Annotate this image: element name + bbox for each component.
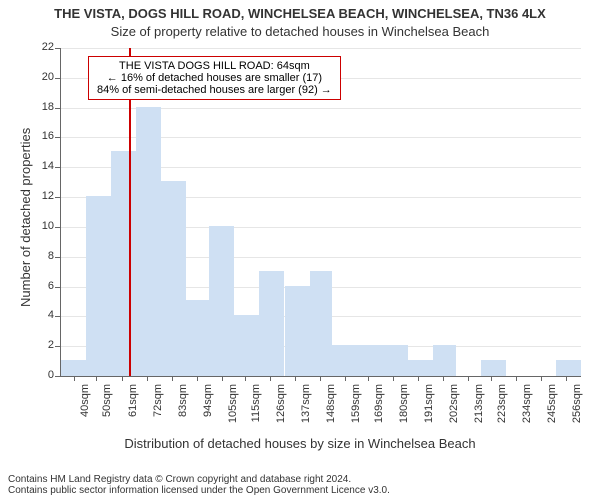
xtick-mark [516,376,517,381]
chart-title-line1: THE VISTA, DOGS HILL ROAD, WINCHELSEA BE… [0,6,600,21]
xtick-mark [393,376,394,381]
xtick-label: 94sqm [202,384,214,439]
ytick-label: 14 [26,160,54,172]
histogram-bar [259,271,284,376]
ytick-mark [55,167,60,168]
xtick-mark [270,376,271,381]
histogram-bar [481,360,506,376]
histogram-bar [332,345,357,376]
ytick-label: 12 [26,190,54,202]
annotation-line1: THE VISTA DOGS HILL ROAD: 64sqm [97,60,332,72]
ytick-label: 6 [26,280,54,292]
ytick-mark [55,227,60,228]
ytick-label: 4 [26,309,54,321]
gridline [61,48,581,49]
xtick-label: 72sqm [152,384,164,439]
ytick-mark [55,78,60,79]
xtick-mark [566,376,567,381]
histogram-bar [310,271,333,376]
xtick-label: 137sqm [300,384,312,439]
histogram-bar [86,196,111,376]
xtick-label: 83sqm [177,384,189,439]
ytick-label: 10 [26,220,54,232]
histogram-bar [285,286,310,376]
ytick-mark [55,257,60,258]
xtick-mark [443,376,444,381]
xtick-mark [172,376,173,381]
histogram-bar [234,315,259,376]
histogram-bar [383,345,408,376]
annotation-box: THE VISTA DOGS HILL ROAD: 64sqm ← 16% of… [88,56,341,100]
histogram-bar [556,360,581,376]
footer-line2: Contains public sector information licen… [8,485,390,496]
ytick-label: 2 [26,339,54,351]
xtick-mark [320,376,321,381]
histogram-bar [408,360,433,376]
xtick-label: 202sqm [448,384,460,439]
ytick-mark [55,108,60,109]
xtick-label: 61sqm [127,384,139,439]
histogram-bar [61,360,86,376]
ytick-label: 18 [26,101,54,113]
ytick-label: 0 [26,369,54,381]
xtick-mark [368,376,369,381]
histogram-bar [357,345,382,376]
xtick-mark [147,376,148,381]
xtick-mark [491,376,492,381]
histogram-bar [433,345,456,376]
chart-title-line2: Size of property relative to detached ho… [0,24,600,39]
ytick-mark [55,137,60,138]
xtick-label: 40sqm [79,384,91,439]
xtick-mark [345,376,346,381]
xtick-label: 169sqm [373,384,385,439]
xtick-mark [418,376,419,381]
histogram-bar [136,107,161,376]
ytick-mark [55,376,60,377]
ytick-mark [55,287,60,288]
ytick-label: 20 [26,71,54,83]
histogram-bar [161,181,186,376]
chart-container: { "title_line1": "THE VISTA, DOGS HILL R… [0,0,600,500]
footer-line1: Contains HM Land Registry data © Crown c… [8,474,390,485]
xtick-label: 126sqm [275,384,287,439]
histogram-bar [111,151,136,376]
xtick-label: 148sqm [325,384,337,439]
xtick-mark [96,376,97,381]
histogram-bar [209,226,234,376]
ytick-mark [55,48,60,49]
ytick-mark [55,197,60,198]
footer-attribution: Contains HM Land Registry data © Crown c… [8,474,390,496]
xtick-label: 115sqm [250,384,262,439]
annotation-line3: 84% of semi-detached houses are larger (… [97,84,332,96]
histogram-bar [186,300,209,376]
xtick-mark [245,376,246,381]
xtick-label: 223sqm [496,384,508,439]
xtick-label: 159sqm [350,384,362,439]
xtick-label: 213sqm [473,384,485,439]
annotation-line2: ← 16% of detached houses are smaller (17… [97,72,332,84]
xtick-label: 50sqm [101,384,113,439]
xtick-mark [197,376,198,381]
xtick-mark [122,376,123,381]
xtick-label: 180sqm [398,384,410,439]
ytick-label: 16 [26,130,54,142]
ytick-label: 22 [26,41,54,53]
xtick-mark [74,376,75,381]
xtick-label: 256sqm [571,384,583,439]
ytick-mark [55,346,60,347]
xtick-mark [295,376,296,381]
xtick-label: 245sqm [546,384,558,439]
xtick-mark [541,376,542,381]
xtick-label: 105sqm [227,384,239,439]
xtick-label: 234sqm [521,384,533,439]
ytick-label: 8 [26,250,54,262]
xtick-mark [468,376,469,381]
xtick-mark [222,376,223,381]
ytick-mark [55,316,60,317]
xtick-label: 191sqm [423,384,435,439]
